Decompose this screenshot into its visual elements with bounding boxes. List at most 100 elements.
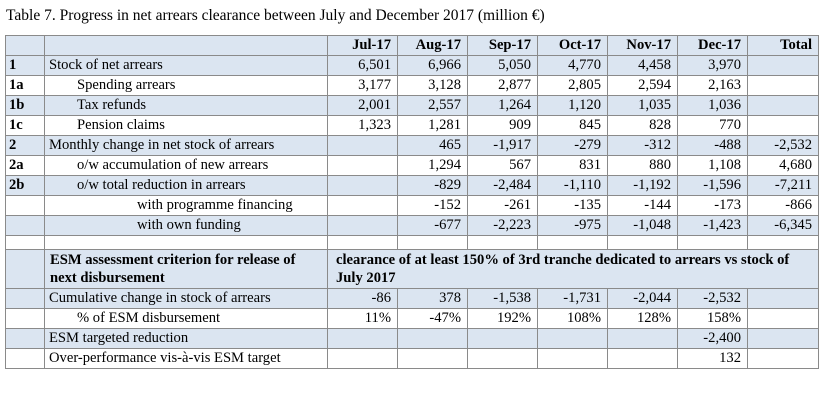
table-cell: 2,001 [327, 95, 398, 116]
table-cell: 1,035 [607, 95, 678, 116]
row-label: Cumulative change in stock of arrears [44, 288, 328, 309]
table-cell: -86 [327, 288, 398, 309]
row-label: Stock of net arrears [44, 55, 328, 76]
table-cell: -47% [397, 308, 468, 329]
table-cell: 5,050 [467, 55, 538, 76]
table-cell: -2,484 [467, 175, 538, 196]
column-header: Dec-17 [677, 35, 748, 56]
table-cell: 880 [607, 155, 678, 176]
table-cell: -7,211 [747, 175, 819, 196]
table-cell: 3,177 [327, 75, 398, 96]
spacer-cell [5, 235, 45, 250]
table-cell [747, 348, 819, 369]
spacer-cell [607, 235, 678, 250]
row-code: 2a [5, 155, 45, 176]
criterion-text: clearance of at least 150% of 3rd tranch… [327, 249, 819, 289]
table-cell: -1,731 [537, 288, 608, 309]
table-cell [747, 288, 819, 309]
table-cell: -1,192 [607, 175, 678, 196]
table-cell: 3,128 [397, 75, 468, 96]
spacer-cell [677, 235, 748, 250]
arrears-table: Jul-17 Aug-17 Sep-17 Oct-17 Nov-17 Dec-1… [5, 35, 819, 369]
row-label: with programme financing [44, 195, 328, 216]
table-row: 2a o/w accumulation of new arrears 1,294… [5, 155, 819, 176]
row-label: with own funding [44, 215, 328, 236]
row-code: 2b [5, 175, 45, 196]
table-cell: 3,970 [677, 55, 748, 76]
table-cell: 2,594 [607, 75, 678, 96]
table-cell: -1,917 [467, 135, 538, 156]
table-row: ESM targeted reduction -2,400 [5, 328, 819, 349]
table-cell: 158% [677, 308, 748, 329]
table-cell: 108% [537, 308, 608, 329]
row-code: 1a [5, 75, 45, 96]
table-cell: -677 [397, 215, 468, 236]
header-code-cell [5, 35, 45, 56]
table-cell: -1,596 [677, 175, 748, 196]
table-cell: 2,877 [467, 75, 538, 96]
criterion-row: ESM assessment criterion for release of … [5, 249, 819, 289]
table-cell [747, 115, 819, 136]
table-title: Table 7. Progress in net arrears clearan… [6, 7, 545, 24]
table-cell [327, 215, 398, 236]
table-cell: 1,281 [397, 115, 468, 136]
table-cell: -279 [537, 135, 608, 156]
table-row: 2 Monthly change in net stock of arrears… [5, 135, 819, 156]
table-cell: 567 [467, 155, 538, 176]
row-code [5, 348, 45, 369]
criterion-code-cell [5, 249, 45, 289]
row-label: Tax refunds [44, 95, 328, 116]
table-cell [397, 348, 468, 369]
table-cell: -2,400 [677, 328, 748, 349]
table-cell [327, 135, 398, 156]
row-code [5, 328, 45, 349]
spacer-cell [467, 235, 538, 250]
spacer-row [5, 235, 819, 250]
row-label: % of ESM disbursement [44, 308, 328, 329]
table-cell: -1,538 [467, 288, 538, 309]
table-cell: 831 [537, 155, 608, 176]
table-cell: 192% [467, 308, 538, 329]
table-cell: 6,966 [397, 55, 468, 76]
table-cell: 770 [677, 115, 748, 136]
table-cell: 1,108 [677, 155, 748, 176]
table-cell: 845 [537, 115, 608, 136]
table-row: with programme financing -152 -261 -135 … [5, 195, 819, 216]
table-row: Over-performance vis-à-vis ESM target 13… [5, 348, 819, 369]
row-label: o/w accumulation of new arrears [44, 155, 328, 176]
table-cell: -1,048 [607, 215, 678, 236]
row-label: Monthly change in net stock of arrears [44, 135, 328, 156]
table-row: 1c Pension claims 1,323 1,281 909 845 82… [5, 115, 819, 136]
table-cell [747, 75, 819, 96]
table-cell: -975 [537, 215, 608, 236]
row-label: Pension claims [44, 115, 328, 136]
criterion-label: ESM assessment criterion for release of … [44, 249, 328, 289]
table-row: 1a Spending arrears 3,177 3,128 2,877 2,… [5, 75, 819, 96]
row-code: 1b [5, 95, 45, 116]
table-cell: -829 [397, 175, 468, 196]
row-label: Spending arrears [44, 75, 328, 96]
table-cell: -173 [677, 195, 748, 216]
table-cell [327, 155, 398, 176]
table-cell [327, 175, 398, 196]
spacer-cell [747, 235, 819, 250]
table-cell [537, 328, 608, 349]
table-cell: -1,423 [677, 215, 748, 236]
table-cell: -1,110 [537, 175, 608, 196]
row-label: o/w total reduction in arrears [44, 175, 328, 196]
header-label-cell [44, 35, 328, 56]
table-cell: -144 [607, 195, 678, 216]
table-cell: 6,501 [327, 55, 398, 76]
table-row: 1b Tax refunds 2,001 2,557 1,264 1,120 1… [5, 95, 819, 116]
table-cell: 909 [467, 115, 538, 136]
spacer-cell [327, 235, 398, 250]
row-code: 1 [5, 55, 45, 76]
table-row: with own funding -677 -2,223 -975 -1,048… [5, 215, 819, 236]
column-header: Nov-17 [607, 35, 678, 56]
table-cell: 132 [677, 348, 748, 369]
table-cell: 1,323 [327, 115, 398, 136]
row-label: ESM targeted reduction [44, 328, 328, 349]
table-cell: 2,557 [397, 95, 468, 116]
table-cell [327, 195, 398, 216]
table-cell: -2,044 [607, 288, 678, 309]
